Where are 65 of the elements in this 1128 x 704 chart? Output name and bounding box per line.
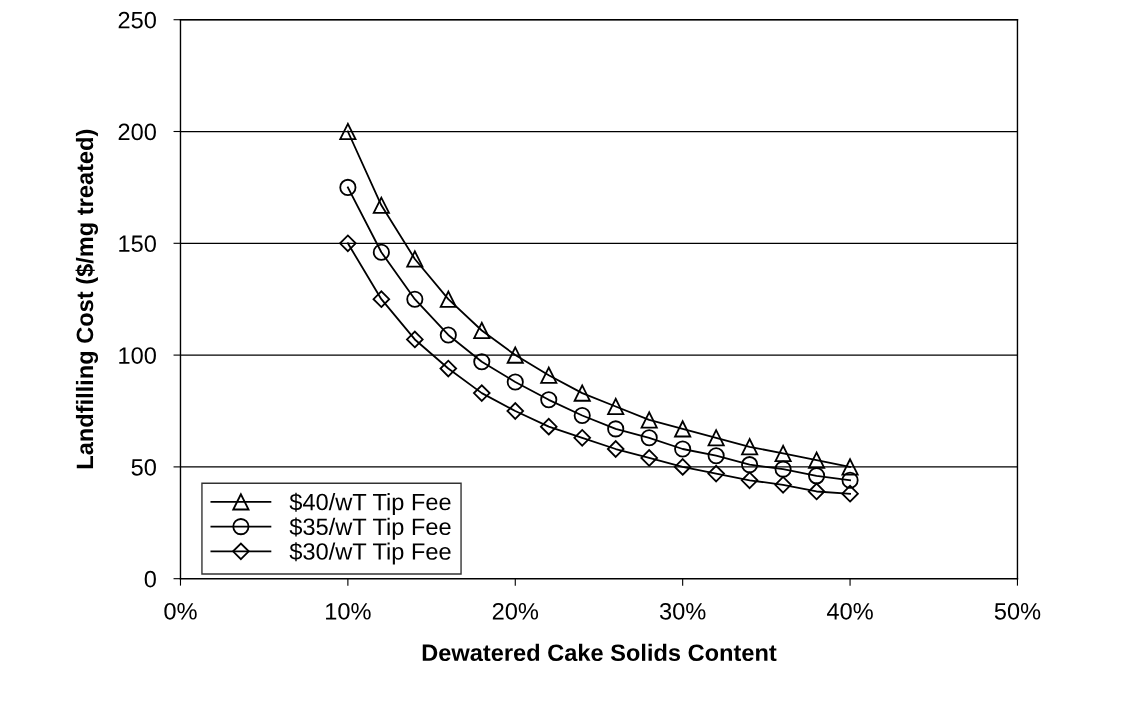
point	[339, 234, 357, 253]
point	[640, 429, 658, 447]
point	[606, 440, 625, 458]
y-tick-label: 200	[118, 123, 156, 141]
point	[439, 326, 457, 344]
point	[473, 384, 491, 402]
y-tick-label: 0	[144, 570, 156, 588]
x-tick-label: 30%	[659, 602, 706, 620]
point	[640, 449, 658, 467]
point	[673, 458, 692, 476]
point	[841, 458, 859, 476]
point	[640, 411, 658, 429]
point	[439, 290, 457, 308]
point	[774, 476, 792, 494]
point	[573, 429, 591, 447]
x-tick-label: 40%	[826, 602, 873, 620]
y-tick-label: 100	[119, 347, 156, 364]
point	[674, 420, 692, 438]
point	[573, 384, 591, 402]
point	[406, 290, 424, 308]
point	[540, 391, 558, 409]
point	[473, 353, 491, 371]
point	[506, 402, 525, 420]
point	[707, 447, 725, 465]
point	[473, 321, 491, 340]
point	[406, 250, 424, 268]
point	[573, 406, 591, 425]
point	[539, 417, 558, 436]
y-axis-title: Landfilling Cost ($/mg treated)	[75, 129, 99, 469]
point	[339, 178, 357, 196]
legend-label: $35/wT Tip Fee	[289, 517, 451, 540]
point	[841, 471, 859, 489]
point	[607, 397, 625, 416]
point	[741, 456, 759, 474]
point	[707, 429, 725, 447]
point	[774, 460, 792, 478]
point	[807, 482, 826, 501]
point	[372, 196, 390, 214]
x-tick-label: 20%	[492, 602, 539, 620]
point	[339, 122, 357, 141]
point	[406, 330, 424, 349]
x-tick-label: 50%	[994, 602, 1041, 620]
y-tick-label: 250	[118, 11, 156, 29]
point	[372, 290, 391, 308]
point	[841, 484, 859, 503]
y-tick-label: 150	[119, 235, 156, 253]
point	[707, 464, 725, 483]
point	[540, 366, 558, 384]
point	[506, 346, 524, 364]
point	[808, 467, 826, 485]
point	[741, 438, 759, 456]
point	[607, 420, 625, 438]
y-tick-label: 50	[131, 458, 156, 476]
point	[439, 359, 458, 378]
x-axis-title: Dewatered Cake Solids Content	[422, 643, 777, 662]
legend-label: $40/wT Tip Fee	[289, 492, 451, 516]
point	[674, 440, 692, 458]
x-tick-label: 0%	[164, 602, 197, 620]
x-tick-label: 10%	[326, 602, 371, 620]
point	[740, 471, 759, 490]
point	[808, 451, 826, 469]
point	[774, 444, 792, 463]
legend-label: $30/wT Tip Fee	[289, 542, 451, 565]
point	[506, 373, 524, 391]
point	[372, 243, 390, 261]
